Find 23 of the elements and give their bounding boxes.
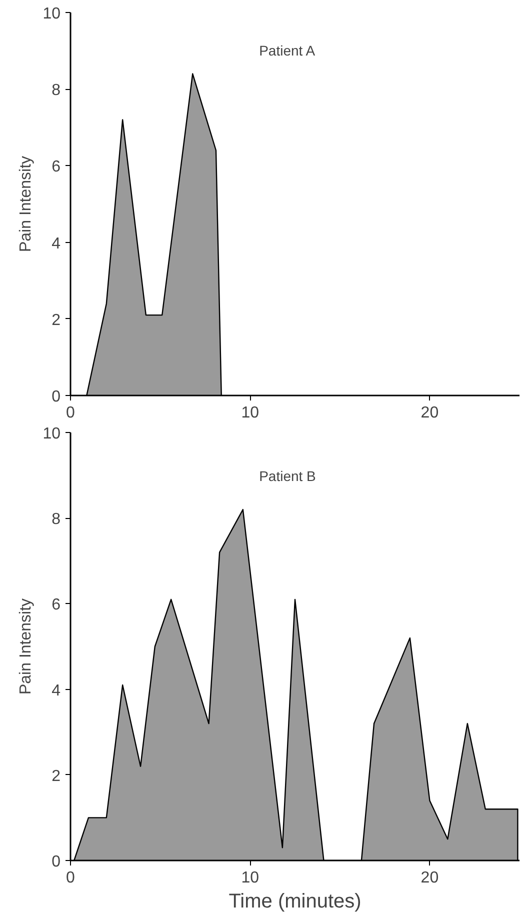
x-tick-label: 20 xyxy=(420,404,439,422)
x-tick-label: 0 xyxy=(66,870,76,886)
y-tick-label: 10 xyxy=(42,6,61,22)
x-tick-label: 0 xyxy=(66,404,76,422)
y-tick-label: 4 xyxy=(52,682,61,700)
y-tick-label: 4 xyxy=(52,235,61,252)
y-axis-title: Pain Intensity xyxy=(18,598,35,695)
x-tick-label: 10 xyxy=(241,404,260,422)
x-axis-title: Time (minutes) xyxy=(228,890,362,912)
y-tick-label: 2 xyxy=(52,312,61,329)
x-tick-label: 10 xyxy=(241,870,260,886)
y-tick-label: 0 xyxy=(52,854,61,870)
y-tick-label: 6 xyxy=(52,596,61,614)
y-tick-label: 8 xyxy=(52,511,61,528)
x-tick-label: 20 xyxy=(420,870,439,886)
y-tick-label: 2 xyxy=(52,768,61,785)
y-tick-label: 6 xyxy=(52,158,61,176)
y-axis-title: Pain Intensity xyxy=(18,156,35,252)
text: Patient A xyxy=(259,42,316,58)
text: Patient B xyxy=(259,468,316,484)
y-tick-label: 8 xyxy=(52,82,61,100)
y-tick-label: 0 xyxy=(52,388,61,406)
y-tick-label: 10 xyxy=(42,426,61,442)
